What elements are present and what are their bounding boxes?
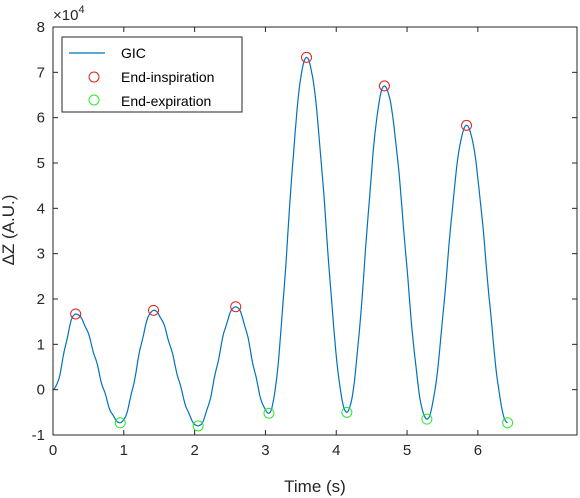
y-tick-label: 3 — [37, 246, 45, 263]
legend-end-expiration-label: End-expiration — [121, 93, 211, 109]
y-tick-label: -1 — [32, 427, 45, 444]
legend-end-inspiration-swatch — [88, 71, 100, 83]
y-axis-exponent-base: ×10 — [53, 7, 78, 24]
legend-end-inspiration-label: End-inspiration — [121, 69, 214, 85]
marker-point — [301, 51, 313, 63]
y-axis-exponent: ×104 — [53, 4, 85, 24]
y-tick-label: 4 — [37, 200, 45, 217]
marker-point — [192, 420, 204, 432]
y-tick-label: 8 — [37, 19, 45, 36]
legend: GIC End-inspiration End-expiration — [61, 36, 243, 113]
y-axis-exponent-power: 4 — [78, 4, 84, 16]
marker-point — [421, 413, 433, 425]
legend-box — [61, 36, 243, 113]
x-tick-label: 0 — [49, 442, 57, 459]
y-tick-label: 5 — [37, 155, 45, 172]
y-tick-label: 7 — [37, 64, 45, 81]
x-tick-label: 6 — [474, 442, 482, 459]
marker-point — [502, 417, 514, 429]
x-tick-label: 5 — [403, 442, 411, 459]
y-axis-ticks: -1 0 1 2 3 4 5 6 7 8 — [32, 19, 577, 444]
marker-point — [378, 80, 390, 92]
legend-gic-label: GIC — [121, 45, 146, 61]
end-inspiration-markers — [70, 51, 473, 320]
gic-series-line — [52, 56, 508, 427]
x-axis-label: Time (s) — [284, 477, 346, 496]
y-tick-label: 1 — [37, 336, 45, 353]
y-tick-label: 6 — [37, 110, 45, 127]
x-tick-label: 3 — [261, 442, 269, 459]
marker-point — [461, 119, 473, 131]
x-axis-ticks: 0 1 2 3 4 5 6 — [49, 27, 482, 459]
x-tick-label: 1 — [120, 442, 128, 459]
axes-box — [52, 26, 578, 436]
marker-point — [341, 406, 353, 418]
legend-end-expiration-swatch — [88, 94, 100, 106]
x-tick-label: 4 — [332, 442, 340, 459]
y-axis-label: ΔZ (A.U.) — [0, 195, 18, 266]
end-expiration-markers — [114, 406, 514, 432]
marker-point — [230, 301, 242, 313]
marker-point — [148, 304, 160, 316]
marker-point — [70, 308, 82, 320]
y-tick-label: 0 — [37, 382, 45, 399]
y-tick-label: 2 — [37, 291, 45, 308]
x-tick-label: 2 — [190, 442, 198, 459]
marker-point — [263, 407, 275, 419]
marker-point — [114, 417, 126, 429]
plot-area — [52, 51, 514, 432]
